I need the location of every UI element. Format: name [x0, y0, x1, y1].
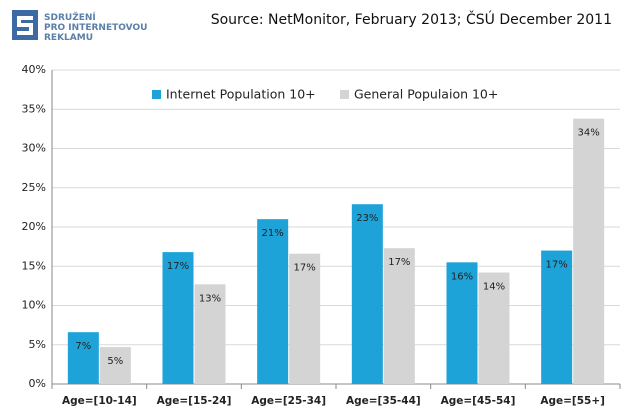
bar — [67, 332, 99, 384]
value-label: 23% — [356, 213, 378, 224]
legend-label: General Populaion 10+ — [354, 87, 498, 102]
y-tick-label: 30% — [22, 142, 46, 155]
legend-label: Internet Population 10+ — [166, 87, 316, 102]
value-label: 17% — [388, 257, 410, 268]
x-tick-label: Age=[35-44] — [346, 395, 421, 407]
legend-swatch — [340, 90, 349, 99]
bar — [194, 284, 226, 384]
bar — [351, 204, 383, 384]
value-label: 17% — [294, 263, 316, 274]
logo-icon — [12, 10, 38, 40]
bar — [573, 118, 605, 385]
y-tick-label: 20% — [22, 220, 46, 233]
logo-text: REKLAMU — [44, 33, 93, 43]
value-label: 34% — [578, 128, 600, 139]
bar — [257, 219, 289, 384]
value-label: 17% — [546, 260, 568, 271]
logo-text: SDRUŽENÍ — [44, 11, 96, 23]
bar — [99, 347, 131, 384]
bar — [162, 252, 194, 384]
value-label: 21% — [262, 228, 284, 239]
y-tick-label: 25% — [22, 181, 46, 194]
y-tick-label: 15% — [22, 259, 46, 272]
y-tick-label: 10% — [22, 299, 46, 312]
bar — [541, 250, 573, 384]
x-tick-label: Age=[25-34] — [251, 395, 326, 407]
y-tick-label: 5% — [29, 338, 46, 351]
legend-swatch — [152, 90, 161, 99]
x-tick-label: Age=[45-54] — [441, 395, 516, 407]
value-label: 13% — [199, 293, 221, 304]
chart-title: Source: NetMonitor, February 2013; ČSÚ D… — [211, 10, 612, 28]
x-tick-label: Age=[15-24] — [157, 395, 232, 407]
value-label: 5% — [107, 356, 123, 367]
value-label: 14% — [483, 282, 505, 293]
bar — [446, 262, 478, 384]
bar — [478, 272, 510, 384]
y-tick-label: 40% — [22, 63, 46, 76]
logo-text: PRO INTERNETOVOU — [44, 23, 147, 33]
x-tick-label: Age=[10-14] — [62, 395, 137, 407]
value-label: 17% — [167, 261, 189, 272]
y-tick-label: 35% — [22, 102, 46, 115]
value-label: 7% — [75, 341, 91, 352]
value-label: 16% — [451, 271, 473, 282]
x-tick-label: Age=[55+] — [540, 395, 605, 407]
y-tick-label: 0% — [29, 377, 46, 390]
bar — [289, 253, 321, 384]
bar — [383, 248, 415, 384]
